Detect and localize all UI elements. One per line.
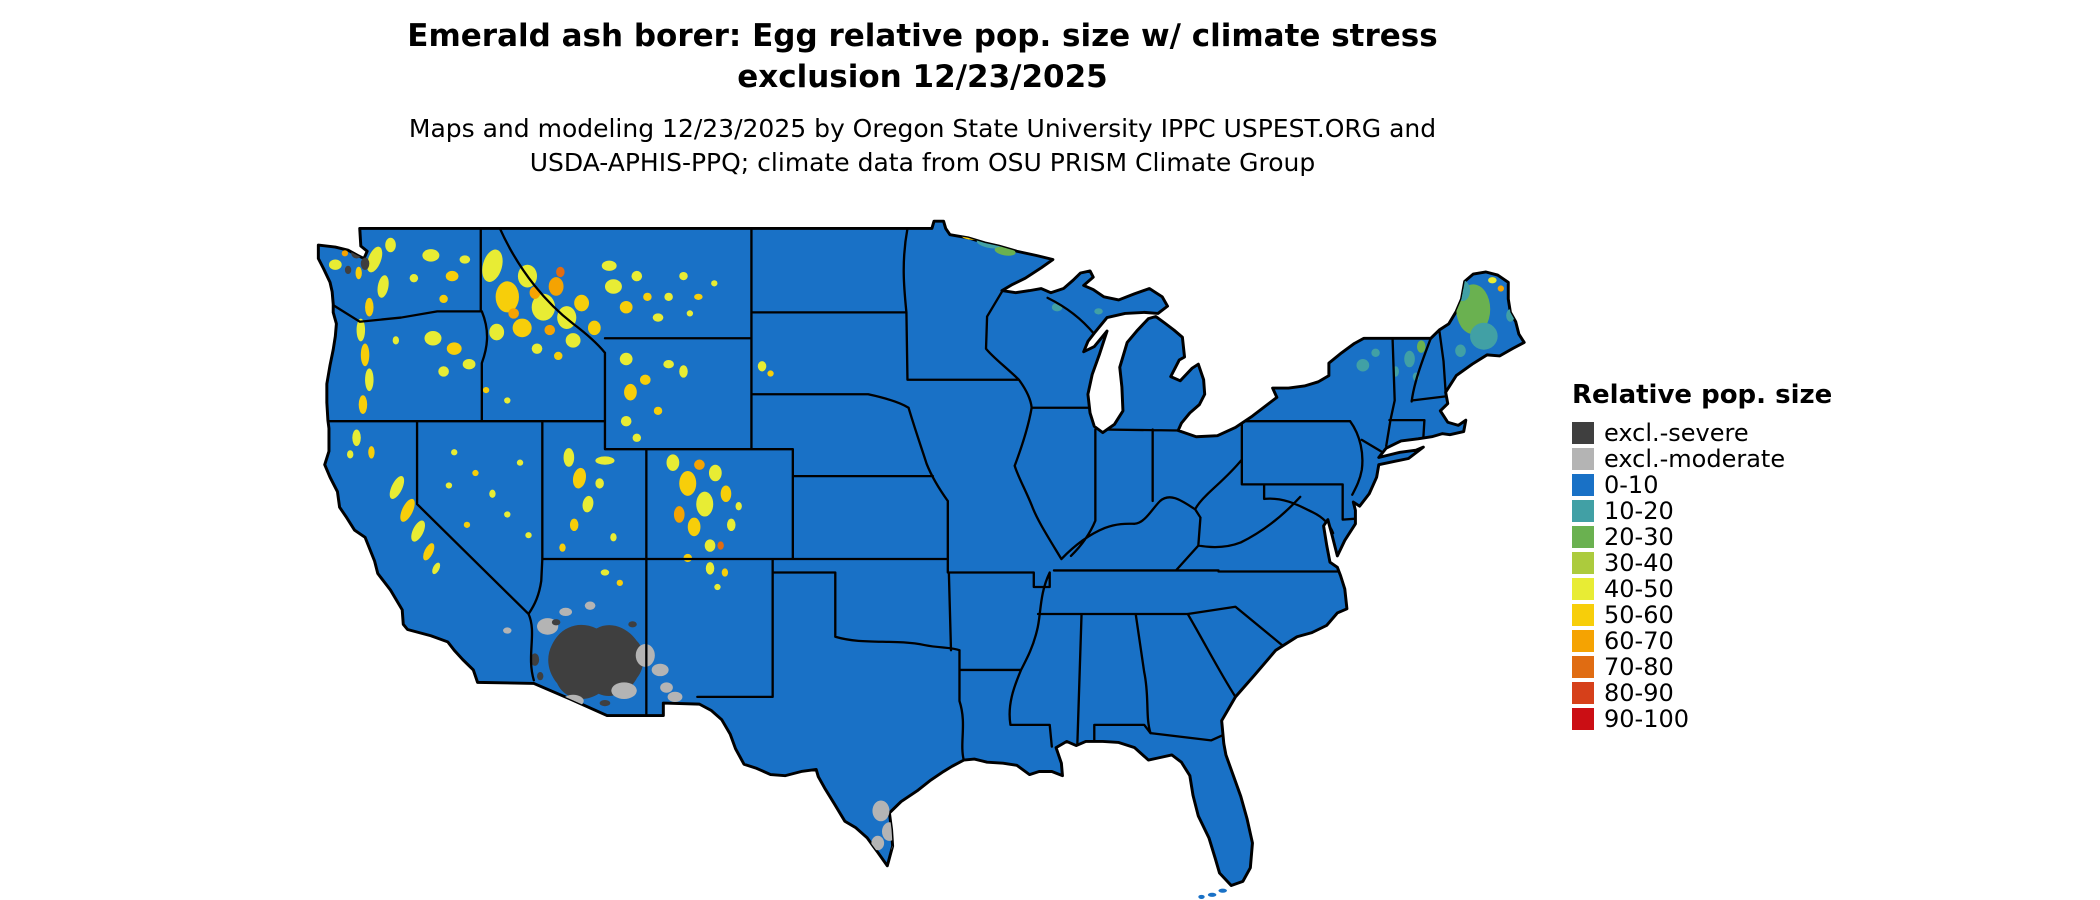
legend-item: 60-70 bbox=[1572, 627, 1832, 655]
legend-items: excl.-severe excl.-moderate 0-10 10-20 20-30… bbox=[1572, 419, 1832, 733]
legend-item: 30-40 bbox=[1572, 549, 1832, 577]
figure-title: Emerald ash borer: Egg relative pop. siz… bbox=[320, 16, 1525, 98]
legend-item-label: 0-10 bbox=[1604, 471, 1659, 499]
legend-item: 10-20 bbox=[1572, 497, 1832, 525]
legend-swatch bbox=[1572, 708, 1594, 730]
legend-item: excl.-moderate bbox=[1572, 445, 1832, 473]
legend-swatch bbox=[1572, 526, 1594, 548]
legend-item: 40-50 bbox=[1572, 575, 1832, 603]
figure-subtitle-line1: Maps and modeling 12/23/2025 by Oregon S… bbox=[408, 114, 1437, 143]
legend-swatch bbox=[1572, 474, 1594, 496]
legend-item: 0-10 bbox=[1572, 471, 1832, 499]
legend-item: 70-80 bbox=[1572, 653, 1832, 681]
legend-title: Relative pop. size bbox=[1572, 380, 1833, 410]
legend-item-label: excl.-severe bbox=[1604, 419, 1749, 447]
legend-item-label: 30-40 bbox=[1604, 549, 1674, 577]
legend-item: 80-90 bbox=[1572, 679, 1832, 707]
figure-subtitle: Maps and modeling 12/23/2025 by Oregon S… bbox=[320, 112, 1525, 180]
legend-item: excl.-severe bbox=[1572, 419, 1832, 447]
legend-swatch bbox=[1572, 630, 1594, 652]
legend-item-label: 90-100 bbox=[1604, 705, 1690, 733]
exclusion-severe-region bbox=[548, 624, 644, 699]
figure-title-line1: Emerald ash borer: Egg relative pop. siz… bbox=[407, 18, 1438, 54]
legend: Relative pop. size excl.-severe excl.-mod… bbox=[1572, 380, 1833, 733]
legend-swatch bbox=[1572, 448, 1594, 470]
us-map bbox=[295, 216, 1590, 900]
legend-swatch bbox=[1572, 578, 1594, 600]
legend-item-label: 20-30 bbox=[1604, 523, 1674, 551]
legend-swatch bbox=[1572, 682, 1594, 704]
legend-swatch bbox=[1572, 552, 1594, 574]
legend-item-label: 60-70 bbox=[1604, 627, 1674, 655]
legend-item-label: 80-90 bbox=[1604, 679, 1674, 707]
us-map-svg bbox=[316, 219, 1526, 899]
figure-subtitle-line2: USDA-APHIS-PPQ; climate data from OSU PR… bbox=[529, 148, 1316, 177]
legend-item: 90-100 bbox=[1572, 705, 1832, 733]
figure-header: Emerald ash borer: Egg relative pop. siz… bbox=[320, 16, 1525, 180]
legend-item-label: excl.-moderate bbox=[1604, 445, 1786, 473]
legend-item-label: 40-50 bbox=[1604, 575, 1674, 603]
legend-swatch bbox=[1572, 422, 1594, 444]
state-borders bbox=[326, 227, 1447, 762]
legend-item: 20-30 bbox=[1572, 523, 1832, 551]
legend-item-label: 10-20 bbox=[1604, 497, 1674, 525]
legend-swatch bbox=[1572, 604, 1594, 626]
legend-item: 50-60 bbox=[1572, 601, 1832, 629]
legend-item-label: 70-80 bbox=[1604, 653, 1674, 681]
florida-keys bbox=[1198, 888, 1227, 899]
legend-item-label: 50-60 bbox=[1604, 601, 1674, 629]
state-border-lines bbox=[326, 227, 1447, 762]
legend-swatch bbox=[1572, 500, 1594, 522]
figure-title-line2: exclusion 12/23/2025 bbox=[737, 59, 1108, 95]
legend-swatch bbox=[1572, 656, 1594, 678]
us-landmass bbox=[316, 219, 1526, 887]
